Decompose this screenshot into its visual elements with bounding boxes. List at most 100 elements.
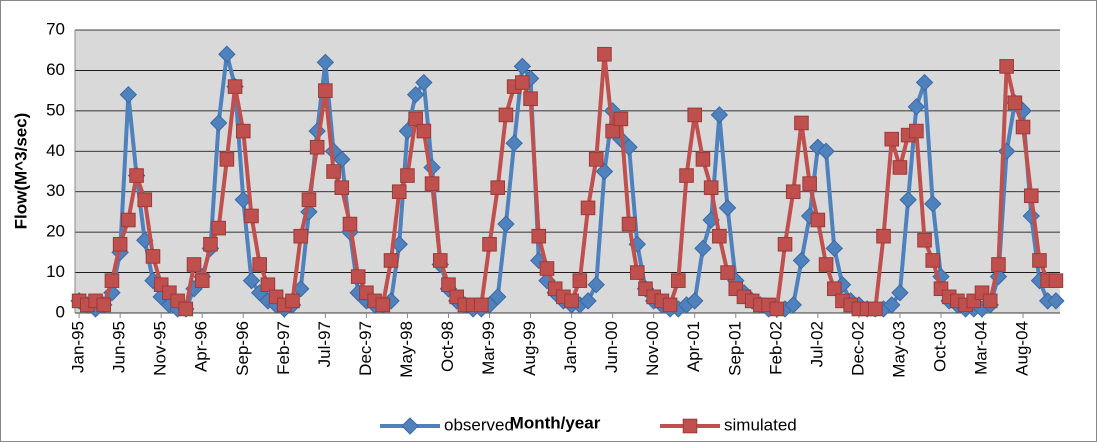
data-point (209, 114, 228, 132)
data-point (252, 257, 267, 272)
data-point (260, 277, 276, 292)
data-point (982, 293, 998, 309)
data-point (96, 297, 112, 313)
data-point (383, 253, 399, 268)
data-point (424, 176, 440, 191)
data-point (595, 162, 614, 181)
x-tick-label: Jan-00 (561, 321, 580, 373)
data-point (917, 232, 932, 248)
x-tick-label: Mar-99 (479, 321, 498, 375)
data-point (350, 269, 366, 284)
x-tick-label: May-98 (397, 321, 416, 378)
data-point (1047, 292, 1065, 310)
data-point (342, 216, 358, 232)
x-tick-label: Nov-00 (643, 321, 662, 376)
data-point (309, 139, 325, 155)
data-point (334, 180, 350, 195)
data-point (318, 83, 333, 98)
data-point (227, 79, 243, 94)
x-tick-label: Oct-98 (438, 321, 457, 372)
data-point (662, 297, 678, 313)
y-tick-label: 20 (46, 222, 65, 241)
data-point (244, 208, 259, 224)
y-tick-label: 60 (46, 60, 65, 79)
x-axis-label: Month/year (510, 413, 601, 432)
data-point (129, 168, 144, 183)
data-point (907, 98, 926, 116)
data-point (400, 168, 415, 183)
data-point (817, 142, 835, 160)
data-point (868, 301, 883, 317)
x-tick-label: Jul-02 (807, 321, 826, 367)
data-point (718, 199, 737, 217)
y-tick-label: 70 (46, 19, 65, 38)
data-point (703, 180, 719, 195)
data-point (235, 123, 251, 139)
data-point (679, 168, 694, 183)
data-point (375, 297, 391, 313)
data-point (203, 236, 218, 252)
x-tick-label: Aug-04 (1013, 321, 1032, 376)
data-point (1015, 119, 1031, 135)
data-point (671, 273, 686, 288)
data-point (121, 212, 136, 228)
y-tick-label: 30 (46, 181, 65, 200)
data-point (712, 228, 727, 244)
data-point (497, 215, 515, 233)
data-point (687, 107, 703, 123)
x-tick-label: Jun-95 (110, 321, 129, 373)
legend-label: observed (444, 415, 514, 434)
data-point (490, 180, 506, 195)
data-point (505, 134, 523, 152)
x-tick-label: Nov-95 (151, 321, 170, 376)
data-point (891, 284, 909, 302)
x-tick-label: Mar-04 (972, 321, 991, 375)
data-point (498, 107, 514, 123)
data-point (792, 251, 811, 270)
data-point (432, 253, 448, 268)
data-point (915, 73, 934, 92)
data-point (285, 293, 300, 309)
data-point (293, 228, 309, 244)
data-point (802, 176, 817, 191)
data-point (825, 239, 843, 258)
data-point (513, 57, 532, 76)
legend-marker (401, 417, 419, 435)
data-point (810, 212, 826, 228)
data-point (991, 257, 1006, 272)
data-point (1007, 95, 1023, 111)
data-point (326, 164, 341, 179)
x-tick-label: Oct-03 (930, 321, 949, 372)
data-point (613, 111, 629, 127)
data-point (186, 257, 202, 272)
x-tick-label: Sep-01 (725, 321, 744, 376)
data-point (441, 277, 456, 292)
data-point (531, 228, 547, 244)
data-point (391, 184, 407, 200)
data-point (219, 152, 235, 167)
data-point (211, 220, 226, 236)
x-tick-label: Aug-99 (520, 321, 539, 376)
data-point (564, 293, 579, 309)
data-point (406, 85, 425, 104)
data-point (104, 273, 120, 288)
data-point (720, 265, 735, 280)
data-point (629, 265, 645, 280)
data-point (119, 85, 138, 104)
data-point (218, 45, 236, 63)
data-point (242, 271, 261, 290)
data-point (408, 111, 423, 127)
data-point (876, 228, 891, 244)
data-point (710, 106, 729, 124)
x-tick-label: Dec-97 (356, 321, 375, 376)
data-point (588, 152, 604, 167)
data-point (416, 123, 432, 139)
y-tick-label: 0 (56, 302, 65, 321)
x-tick-label: Feb-02 (766, 321, 785, 375)
data-point (482, 236, 497, 252)
legend-marker (682, 418, 698, 434)
data-point (333, 150, 351, 169)
data-point (178, 301, 194, 317)
data-point (794, 115, 809, 131)
data-point (784, 296, 802, 314)
